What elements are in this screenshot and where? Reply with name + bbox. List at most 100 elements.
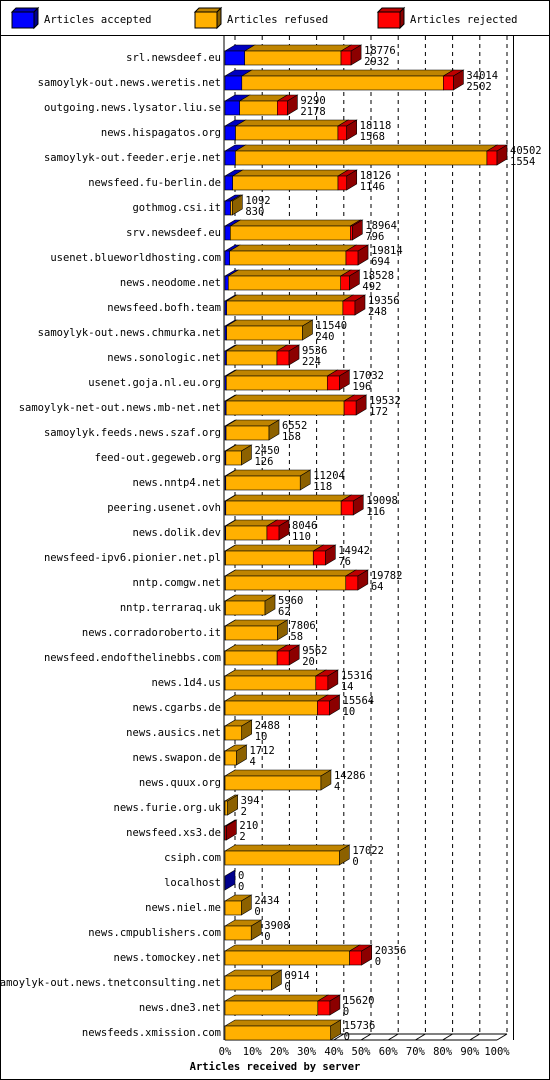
- bar-depth: [223, 769, 333, 777]
- accepted-label: 0: [344, 1031, 350, 1043]
- y-tick-label: samoylyk-out.news.weretis.net: [38, 77, 221, 89]
- bar-side: [346, 169, 358, 191]
- bar-side: [350, 44, 362, 66]
- accepted-label: 172: [369, 406, 388, 418]
- y-tick-label: news.neodome.net: [120, 277, 221, 289]
- bar-side: [278, 519, 290, 541]
- bar-segment: [224, 800, 228, 816]
- bar-depth: [225, 319, 314, 327]
- bar-segment: [224, 725, 243, 741]
- bar-row: [223, 44, 363, 66]
- bar-segment: [224, 850, 340, 866]
- bar-row: [223, 269, 361, 291]
- accepted-label: 2932: [364, 56, 389, 68]
- y-tick-label: newsfeed.endofthelinebbs.com: [44, 652, 221, 664]
- total-label: 14286: [334, 770, 366, 782]
- y-tick-label: feed-out.gegeweb.org: [95, 452, 221, 464]
- bar-segment: [326, 375, 340, 391]
- accepted-label: 2: [239, 831, 245, 843]
- y-tick-label: srv.newsdeef.eu: [126, 227, 221, 239]
- accepted-label: 14: [341, 681, 354, 693]
- bar-row: [223, 894, 253, 916]
- y-tick-label: samoylyk.feeds.news.szaf.org: [44, 427, 221, 439]
- bar-segment: [312, 550, 326, 566]
- accepted-label: 492: [362, 281, 381, 293]
- bar-depth: [223, 994, 329, 1002]
- bar-row: [223, 219, 364, 241]
- accepted-label: 0: [343, 1006, 349, 1018]
- bar-row: [223, 94, 299, 116]
- bar-segment: [228, 275, 341, 291]
- bar-depth: [224, 544, 325, 552]
- total-label: 18528: [362, 270, 394, 282]
- bar-side: [357, 244, 369, 266]
- bar-row: [223, 594, 277, 616]
- bar-segment: [225, 600, 266, 616]
- bar-segment: [235, 150, 488, 166]
- bar-segment: [315, 675, 329, 691]
- total-label: 11204: [313, 470, 345, 482]
- accepted-label: 158: [282, 431, 301, 443]
- bar-side: [355, 394, 367, 416]
- y-tick-label: news.dolik.dev: [132, 527, 221, 539]
- accepted-label: 2: [241, 806, 247, 818]
- bar-side: [277, 619, 288, 641]
- bar-segment: [225, 450, 242, 466]
- accepted-label: 0: [352, 856, 358, 868]
- bar-side: [287, 94, 298, 116]
- tick-mark: [387, 1033, 399, 1041]
- tick-mark: [415, 1033, 426, 1041]
- accepted-label: 1568: [360, 131, 385, 143]
- total-label: 17022: [352, 845, 384, 857]
- total-label: 14942: [338, 545, 370, 557]
- bar-row: [223, 244, 370, 266]
- total-label: 18118: [360, 120, 392, 132]
- bar-side: [241, 894, 252, 916]
- total-label: 15736: [344, 1020, 376, 1032]
- y-tick-label: news.swapon.de: [132, 752, 221, 764]
- total-label: 18964: [365, 220, 397, 232]
- bar-segment: [224, 675, 317, 691]
- bar-row: [223, 669, 339, 691]
- bar-side: [354, 294, 366, 316]
- bar-segment: [224, 125, 236, 141]
- bar-segment: [235, 125, 339, 141]
- bar-side: [330, 1019, 341, 1041]
- bar-side: [227, 794, 238, 816]
- bar-side: [320, 769, 332, 791]
- legend-label: Articles accepted: [44, 14, 151, 26]
- y-tick-label: news.hispagatos.org: [101, 127, 221, 139]
- bar-depth: [223, 1019, 342, 1027]
- bar-depth: [231, 169, 350, 177]
- y-tick-label: newsfeed.xs3.de: [126, 827, 221, 839]
- bar-row: [224, 869, 236, 891]
- bar-segment: [224, 1000, 319, 1016]
- bar-row: [223, 844, 351, 866]
- accepted-label: 0: [254, 906, 260, 918]
- accepted-label: 10: [255, 731, 268, 743]
- bar-side: [299, 469, 311, 491]
- bar-depth: [234, 119, 350, 127]
- total-label: 3908: [264, 920, 289, 932]
- bar-depth: [243, 44, 353, 52]
- bar-segment: [224, 250, 230, 266]
- x-tick-label: 60%: [379, 1046, 399, 1058]
- tick-mark: [496, 1033, 508, 1041]
- bar-depth: [223, 844, 351, 852]
- bar-row: [223, 794, 239, 816]
- bar-depth: [223, 944, 361, 952]
- total-label: 9290: [300, 95, 325, 107]
- bar-segment: [349, 950, 363, 966]
- bar-side: [349, 269, 360, 291]
- accepted-label: 224: [302, 356, 321, 368]
- x-tick-label: 100%: [484, 1046, 510, 1058]
- bar-segment: [225, 550, 314, 566]
- legend-swatch-side: [33, 6, 39, 30]
- total-label: 210: [239, 820, 258, 832]
- bar-side: [346, 119, 357, 141]
- total-label: 2450: [254, 445, 279, 457]
- accepted-label: 0: [264, 931, 270, 943]
- total-label: 19098: [366, 495, 398, 507]
- accepted-label: 4: [334, 781, 340, 793]
